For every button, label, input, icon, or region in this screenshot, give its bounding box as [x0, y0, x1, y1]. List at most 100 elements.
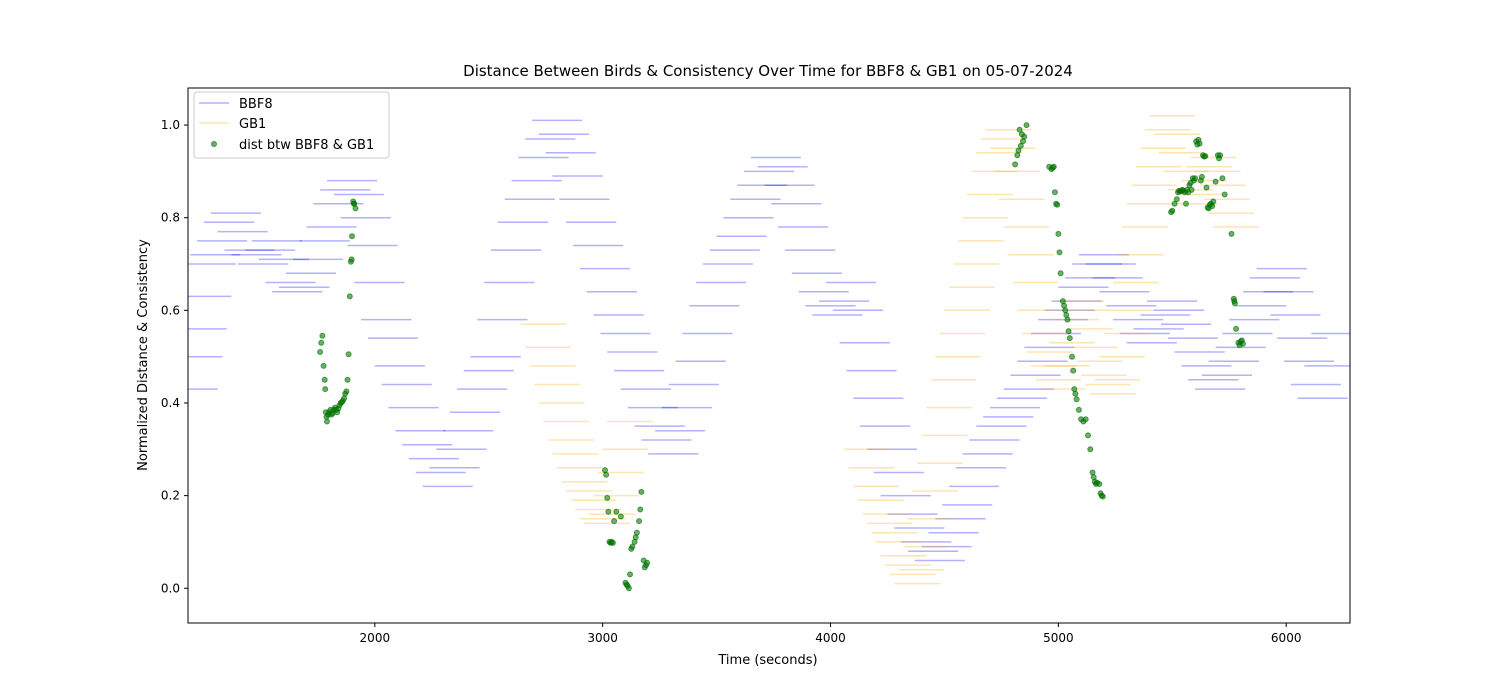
- scatter-point: [1085, 432, 1091, 439]
- series-1: [520, 115, 1259, 585]
- scatter-point: [1015, 147, 1022, 154]
- scatter-point: [346, 293, 353, 300]
- scatter-point: [1064, 316, 1071, 323]
- scatter-point: [1183, 200, 1189, 207]
- legend: BBF8 GB1 dist btw BBF8 & GB1: [193, 91, 390, 159]
- scatter-point: [1221, 191, 1228, 198]
- scatter-point: [1050, 163, 1057, 170]
- y-tick-label: 1.0: [161, 118, 180, 132]
- scatter-point: [1169, 207, 1176, 214]
- y-axis-label: Normalized Distance & Consistency: [136, 239, 151, 471]
- series-2: [317, 122, 1246, 592]
- scatter-point: [344, 376, 351, 383]
- scatter-point: [318, 339, 325, 346]
- scatter-point: [1054, 201, 1061, 208]
- x-tick-label: 6000: [1271, 631, 1302, 645]
- series-0: [188, 119, 1350, 562]
- scatter-point: [1171, 200, 1178, 207]
- y-tick-label: 0.4: [161, 396, 180, 410]
- scatter-point: [1099, 493, 1106, 500]
- scatter-point: [605, 508, 612, 515]
- scatter-point: [1062, 307, 1069, 314]
- scatter-point: [625, 585, 632, 592]
- x-tick-label: 3000: [587, 631, 618, 645]
- scatter-point: [1012, 161, 1019, 168]
- legend-label-gb1: GB1: [239, 117, 266, 132]
- scatter-point: [349, 233, 355, 240]
- x-tick-label: 4000: [815, 631, 846, 645]
- scatter-point: [345, 351, 352, 358]
- scatter-point: [1203, 184, 1210, 191]
- scatter-point: [603, 471, 610, 478]
- legend-label-bbf8: BBF8: [239, 97, 273, 112]
- scatter-point: [1096, 481, 1103, 487]
- scatter-point: [1073, 396, 1080, 403]
- scatter-point: [609, 539, 616, 546]
- scatter-point: [627, 571, 633, 578]
- y-tick-label: 0.2: [161, 489, 180, 503]
- scatter-point: [317, 349, 324, 355]
- y-tick-label: 0.0: [161, 581, 180, 595]
- scatter-point: [1075, 406, 1082, 413]
- scatter-point: [1023, 122, 1030, 129]
- scatter-point: [1069, 353, 1075, 360]
- scatter-point: [1021, 133, 1028, 140]
- scatter-point: [1082, 416, 1089, 423]
- scatter-point: [1198, 173, 1205, 180]
- scatter-point: [613, 508, 620, 515]
- plot-frame: [187, 87, 1351, 624]
- scatter-point: [343, 388, 350, 395]
- chart-title: Distance Between Birds & Consistency Ove…: [463, 62, 1073, 80]
- scatter-point: [637, 506, 644, 513]
- y-tick-label: 0.8: [161, 211, 180, 225]
- scatter-point: [629, 543, 636, 550]
- y-tick-label: 0.6: [161, 303, 180, 317]
- scatter-point: [319, 332, 326, 339]
- x-axis-label: Time (seconds): [717, 653, 817, 668]
- scatter-point: [1017, 142, 1024, 149]
- scatter-point: [321, 376, 328, 383]
- scatter-point: [1072, 390, 1079, 397]
- scatter-point: [602, 467, 608, 474]
- scatter-point: [1192, 175, 1199, 182]
- scatter-point: [1196, 140, 1203, 147]
- scatter-point: [611, 518, 618, 525]
- scatter-point: [1239, 340, 1246, 347]
- scatter-point: [1210, 198, 1217, 205]
- scatter-point: [1055, 230, 1062, 237]
- x-tick-label: 2000: [360, 631, 391, 645]
- scatter-point: [1065, 328, 1072, 335]
- scatter-point: [1212, 178, 1219, 185]
- scatter-point: [1231, 300, 1238, 307]
- scatter-point: [1016, 126, 1023, 133]
- legend-box: [193, 91, 390, 159]
- scatter-point: [1219, 175, 1226, 182]
- scatter-point: [324, 418, 330, 425]
- scatter-point: [1228, 230, 1235, 237]
- legend-label-dist: dist btw BBF8 & GB1: [239, 138, 374, 153]
- scatter-point: [1233, 325, 1240, 332]
- scatter-point: [1020, 138, 1026, 145]
- scatter-point: [1202, 153, 1209, 160]
- scatter-point: [1087, 446, 1094, 453]
- scatter-point: [633, 529, 640, 536]
- scatter-point: [322, 386, 329, 393]
- scatter-point: [348, 256, 355, 263]
- scatter-point: [636, 518, 643, 525]
- scatter-point: [320, 362, 327, 369]
- scatter-point: [352, 205, 359, 212]
- legend-swatch-dist: [211, 141, 217, 147]
- y-axis: 0.0 0.2 0.4 0.6 0.8 1.0: [161, 118, 188, 595]
- scatter-point: [1056, 249, 1063, 256]
- scatter-point: [1014, 152, 1021, 159]
- scatter-point: [604, 494, 611, 501]
- scatter-point: [617, 513, 624, 520]
- plot-area: [188, 115, 1350, 592]
- scatter-point: [1217, 152, 1224, 159]
- scatter-point: [1070, 367, 1077, 374]
- scatter-point: [1066, 335, 1073, 342]
- scatter-point: [1051, 189, 1058, 196]
- scatter-point: [1188, 186, 1195, 193]
- x-axis: 2000 3000 4000 5000 6000: [360, 623, 1302, 645]
